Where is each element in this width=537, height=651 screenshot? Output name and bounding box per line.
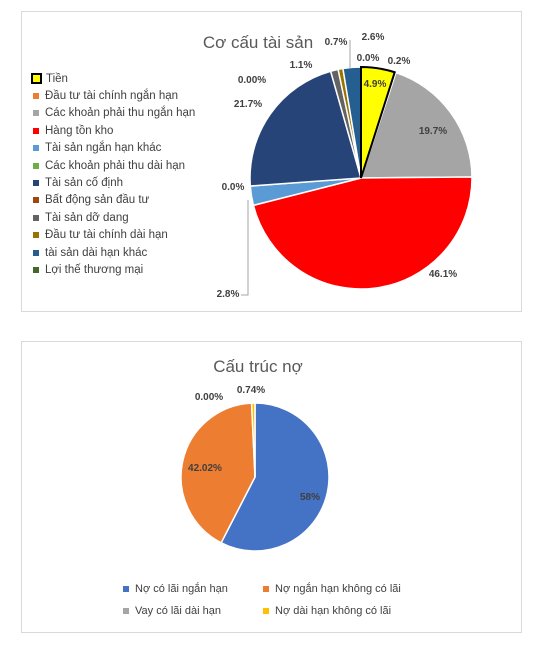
data-label-tai-san-do-dang: 1.1% (290, 60, 313, 71)
legend-swatch (33, 162, 39, 169)
legend-item-dau-tu-tai-chinh-dai-han: Đầu tư tài chính dài hạn (33, 227, 195, 244)
selected-slice-outline (360, 65, 396, 179)
data-labels: 4.9% 0.2% 19.7% 46.1% 2.8% 0.0% 21.7% 0.00% 1.1%… (188, 32, 457, 503)
legend-item-tai-san-do-dang: Tài sản dỡ dang (33, 209, 195, 226)
asset-chart-title: Cơ cấu tài sản (203, 33, 313, 52)
legend-swatch (33, 93, 39, 100)
legend-item-vay-co-lai-dai-han: Vay có lãi dài hạn (123, 605, 221, 617)
legend-item-tien: Tiền (31, 70, 195, 87)
legend-label: Bất động sản đầu tư (45, 194, 150, 207)
data-label-tai-san-dai-han-khac: 2.6% (362, 32, 385, 43)
legend-label: Lợi thế thương mại (45, 263, 144, 276)
legend-swatch (33, 180, 39, 187)
legend-item-loi-the-thuong-mai: Lợi thế thương mại (33, 261, 195, 278)
legend-swatch (31, 73, 42, 85)
legend-swatch (263, 608, 269, 614)
asset-chart-legend: Tiền Đầu tư tài chính ngắn hạn Các khoản p… (31, 70, 195, 279)
data-label-vay-co-lai-dai-han: 0.00% (195, 392, 223, 403)
legend-label: Nợ có lãi ngắn hạn (135, 583, 228, 595)
data-label-tai-san-ngan-han-khac: 2.8% (217, 289, 240, 300)
legend-swatch (33, 249, 39, 256)
legend-item-cac-khoan-phai-thu-dai-han: Các khoản phải thu dài hạn (33, 157, 195, 174)
legend-swatch (33, 232, 39, 239)
legend-swatch (33, 197, 39, 204)
legend-swatch (123, 586, 129, 592)
legend-item-hang-ton-kho: Hàng tồn kho (33, 122, 195, 139)
legend-swatch (123, 608, 129, 614)
debt-chart-title: Cấu trúc nợ (213, 357, 303, 376)
legend-item-tai-san-co-dinh: Tài sản cố định (33, 174, 195, 191)
pie-slice-no-ngan-han-khong-co-lai (180, 402, 256, 544)
pie-slice-hang-ton-kho (252, 176, 473, 290)
legend-label: Tiền (46, 72, 68, 85)
legend-swatch (263, 586, 269, 592)
legend-label: Nợ ngắn hạn không có lãi (275, 583, 401, 595)
pie-slice-cac-khoan-phai-thu-ngan-han (359, 71, 473, 179)
asset-pie (249, 65, 473, 290)
data-label-hang-ton-kho: 46.1% (429, 269, 457, 280)
legend-item-cac-khoan-phai-thu-ngan-han: Các khoản phải thu ngắn hạn (33, 105, 195, 122)
data-label-bat-dong-san-dau-tu: 0.00% (238, 75, 266, 86)
data-label-tai-san-co-dinh: 21.7% (234, 99, 262, 110)
legend-label: Đầu tư tài chính dài hạn (45, 229, 168, 242)
data-label-no-dai-han-khong-co-lai: 0.74% (237, 385, 265, 396)
data-label-no-co-lai-ngan-han: 58% (300, 492, 320, 503)
legend-swatch (33, 127, 39, 134)
data-label-dau-tu-tai-chinh-ngan-han: 0.2% (388, 56, 411, 67)
legend-label: Các khoản phải thu dài hạn (45, 159, 186, 172)
leader-line-tai-san-ngan-han-khac (241, 200, 249, 296)
legend-item-tai-san-ngan-han-khac: Tài sản ngắn hạn khác (33, 140, 195, 157)
legend-label: Nợ dài hạn không có lãi (275, 605, 392, 617)
legend-label: Vay có lãi dài hạn (135, 605, 222, 617)
data-label-cac-khoan-phai-thu-ngan-han: 19.7% (419, 126, 447, 137)
legend-item-no-dai-han-khong-co-lai: Nợ dài hạn không có lãi (263, 605, 391, 617)
legend-item-bat-dong-san-dau-tu: Bất động sản đầu tư (33, 192, 195, 209)
legend-label: Tài sản ngắn hạn khác (45, 142, 162, 155)
data-label-no-ngan-han-khong-co-lai: 42.02% (188, 463, 222, 474)
data-label-tien: 4.9% (364, 79, 387, 90)
legend-label: Đầu tư tài chính ngắn hạn (45, 90, 179, 103)
legend-swatch (33, 266, 39, 273)
debt-pie (180, 402, 330, 552)
legend-swatch (33, 145, 39, 152)
legend-item-dau-tu-tai-chinh-ngan-han: Đầu tư tài chính ngắn hạn (33, 87, 195, 104)
pie-slice-no-dai-han-khong-co-lai (250, 402, 256, 478)
legend-swatch (33, 110, 39, 117)
legend-item-tai-san-dai-han-khac: tài sản dài hạn khác (33, 244, 195, 261)
legend-label: Tài sản cố định (45, 177, 123, 190)
legend-label: Các khoản phải thu ngắn hạn (45, 107, 196, 120)
legend-label: Tài sản dỡ dang (45, 211, 129, 224)
legend-item-no-co-lai-ngan-han: Nợ có lãi ngắn hạn (123, 583, 228, 595)
legend-label: Hàng tồn kho (45, 124, 114, 137)
data-label-dau-tu-tai-chinh-dai-han: 0.7% (325, 37, 348, 48)
legend-swatch (33, 214, 39, 221)
data-label-loi-the-thuong-mai: 0.0% (357, 53, 380, 64)
legend-label: tài sản dài hạn khác (45, 246, 148, 259)
pie-slice-no-co-lai-ngan-han (220, 402, 330, 552)
legend-item-no-ngan-han-khong-co-lai: Nợ ngắn hạn không có lãi (263, 583, 401, 595)
data-label-cac-khoan-phai-thu-dai-han: 0.0% (222, 182, 245, 193)
pie-slice-tai-san-co-dinh (249, 70, 362, 187)
